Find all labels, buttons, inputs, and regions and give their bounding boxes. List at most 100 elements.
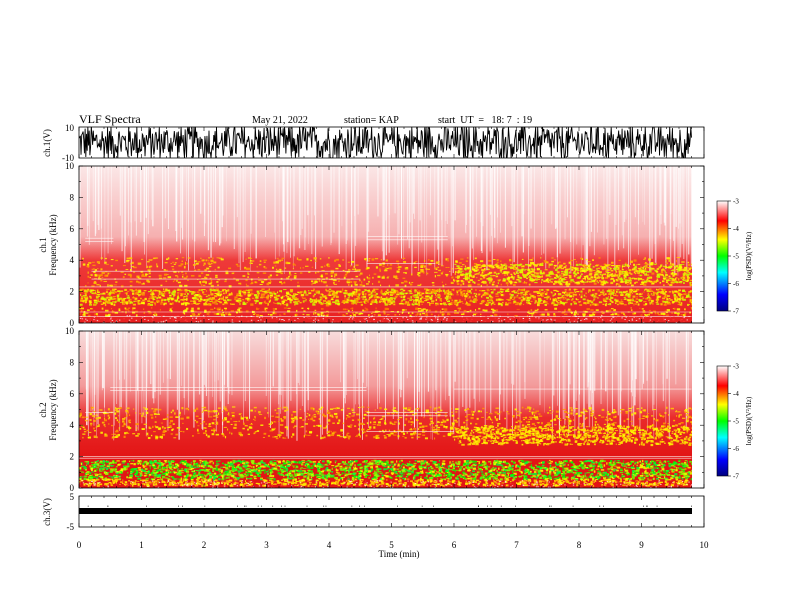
spectro-speck <box>338 313 339 314</box>
spectro-speck <box>201 272 203 274</box>
spectro-speck <box>683 273 685 275</box>
spectro-speck <box>306 258 308 260</box>
spectro-speck <box>88 315 91 317</box>
spectro-speck <box>520 277 523 279</box>
spectro-speck <box>465 279 468 281</box>
spectro-speck <box>328 257 329 258</box>
spectro-speck <box>162 293 165 294</box>
spectro-speck <box>396 294 399 296</box>
spectro-speck <box>409 299 412 301</box>
spectro-speck <box>528 302 530 304</box>
spectro-speck <box>427 269 430 270</box>
spectro-speck <box>163 289 164 290</box>
spectro-speck <box>102 317 103 318</box>
spectro-speck <box>663 320 664 321</box>
spectro-speck <box>122 304 125 305</box>
spectro-speck <box>544 297 546 298</box>
spectro-speck <box>304 291 307 293</box>
spectro-speck <box>82 298 83 300</box>
spectro-speck <box>451 282 454 284</box>
spectro-speck <box>203 294 206 295</box>
spectro-speck <box>264 266 266 267</box>
spectro-speck <box>184 285 187 287</box>
spectro-speck <box>442 282 443 283</box>
spectro-speck <box>383 300 386 301</box>
spectro-speck <box>401 320 402 321</box>
spectro-speck <box>424 300 427 301</box>
spectro-speck <box>418 290 420 291</box>
spectro-speck <box>179 301 181 302</box>
spectro-speck <box>577 273 579 274</box>
spectro-speck <box>273 302 274 303</box>
spectro-speck <box>683 293 686 295</box>
spectro-speck <box>459 262 462 264</box>
spectro-speck <box>559 322 560 323</box>
spectro-speck <box>236 279 239 281</box>
spectro-speck <box>511 318 512 319</box>
spectro-speck <box>460 284 462 286</box>
spectro-speck <box>323 318 324 319</box>
spectro-speck <box>89 304 92 306</box>
spectro-speck <box>159 275 162 277</box>
spectro-speck <box>548 274 550 276</box>
spectro-speck <box>357 289 360 291</box>
spectro-speck <box>154 315 155 316</box>
spectro-speck <box>448 291 451 293</box>
spectro-speck <box>644 289 645 291</box>
spectro-speck <box>373 295 376 296</box>
spectro-speck <box>588 281 591 282</box>
spectro-speck <box>348 297 350 298</box>
spectro-speck <box>128 295 130 296</box>
spectro-speck <box>307 315 308 316</box>
spectro-speck <box>577 277 579 279</box>
spectro-speck <box>352 291 355 293</box>
spectro-speck <box>465 298 466 300</box>
spectro-speck <box>455 268 457 269</box>
spectro-speck <box>198 261 201 262</box>
spectro-speck <box>554 281 557 282</box>
spectro-speck <box>664 296 667 297</box>
spectro-speck <box>170 308 172 310</box>
spectro-speck <box>649 270 652 271</box>
spectro-speck <box>126 293 127 295</box>
spectro-speck <box>619 273 622 274</box>
spectro-speck <box>496 276 498 278</box>
spectro-speck <box>655 292 656 293</box>
spectro-speck <box>655 264 657 265</box>
spectro-speck <box>428 291 431 292</box>
spectro-speck <box>526 283 527 284</box>
spectro-speck <box>386 308 389 310</box>
spectro-speck <box>537 293 540 294</box>
spectro-speck <box>165 299 167 300</box>
spectro-speck <box>622 269 624 270</box>
spectro-speck <box>136 320 137 321</box>
spectro-speck <box>571 299 573 301</box>
spectro-speck <box>436 299 437 301</box>
spectro-speck <box>417 292 420 294</box>
spectro-speck <box>649 280 651 282</box>
spectro-speck <box>493 266 494 267</box>
spectro-speck <box>671 312 673 313</box>
spectro-speck <box>305 299 306 300</box>
spectro-speck <box>343 300 345 302</box>
spectro-speck <box>123 298 126 299</box>
spectro-speck <box>674 281 677 283</box>
spectro-speck <box>182 274 184 275</box>
spectro-speck <box>641 314 643 315</box>
spectro-speck <box>87 309 90 311</box>
spectro-speck <box>607 272 610 273</box>
spectro-speck <box>420 321 421 322</box>
spectro-speck <box>649 316 650 317</box>
spectro-speck <box>611 314 614 315</box>
spectro-speck <box>504 279 506 280</box>
spectro-speck <box>247 298 250 300</box>
spectro-speck <box>95 274 96 276</box>
spectro-speck <box>141 259 143 260</box>
spectro-speck <box>546 279 548 281</box>
spectro-speck <box>375 316 376 317</box>
spectro-speck <box>537 309 538 311</box>
spectro-speck <box>425 318 426 319</box>
spectro-speck <box>571 267 574 268</box>
spectro-speck <box>537 295 539 296</box>
spectro-speck <box>575 310 576 311</box>
